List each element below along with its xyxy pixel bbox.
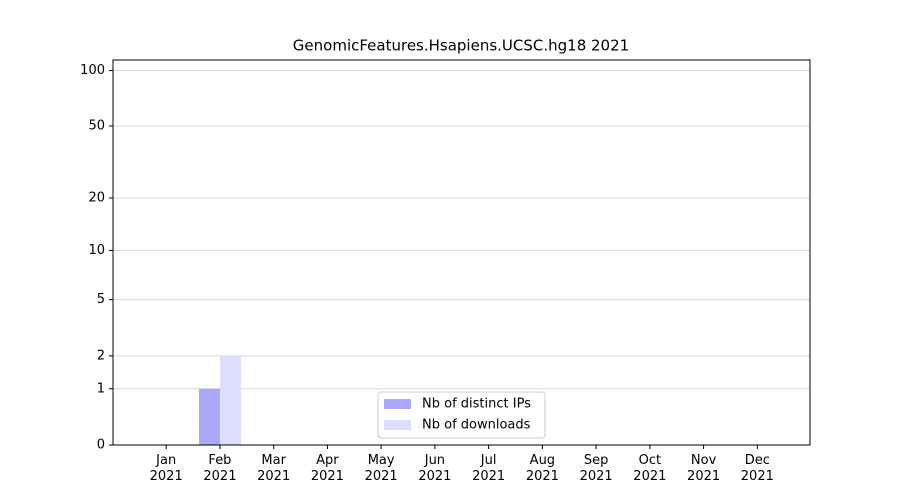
legend-label: Nb of distinct IPs — [422, 397, 531, 412]
y-tick-label: 1 — [97, 381, 105, 396]
x-tick-label: Feb 2021 — [203, 453, 237, 484]
legend-box — [377, 391, 546, 439]
x-tick-label: Nov 2021 — [687, 453, 721, 484]
y-tick-label: 100 — [80, 63, 105, 78]
legend-label: Nb of downloads — [422, 418, 531, 433]
bar — [219, 355, 241, 445]
chart-title: GenomicFeatures.Hsapiens.UCSC.hg18 2021 — [293, 37, 629, 55]
x-tick-label: Oct 2021 — [633, 453, 667, 484]
x-tick-label: Dec 2021 — [740, 453, 774, 484]
x-tick-label: Aug 2021 — [525, 453, 559, 484]
x-tick-label: Jan 2021 — [149, 453, 183, 484]
y-tick-label: 5 — [97, 292, 105, 307]
y-tick-label: 50 — [88, 118, 105, 133]
legend-swatch — [384, 399, 411, 409]
x-tick-label: Mar 2021 — [257, 453, 291, 484]
x-tick-label: Apr 2021 — [310, 453, 344, 484]
bar — [198, 388, 220, 445]
y-tick-label: 10 — [88, 243, 105, 258]
x-tick-label: Jul 2021 — [472, 453, 506, 484]
plot-frame — [112, 59, 811, 446]
x-tick-label: Sep 2021 — [579, 453, 613, 484]
x-tick-label: Jun 2021 — [418, 453, 452, 484]
y-tick-label: 20 — [88, 190, 105, 205]
y-tick-label: 2 — [97, 348, 105, 363]
legend-swatch — [384, 420, 411, 430]
x-tick-label: May 2021 — [364, 453, 398, 484]
y-tick-label: 0 — [97, 438, 105, 453]
